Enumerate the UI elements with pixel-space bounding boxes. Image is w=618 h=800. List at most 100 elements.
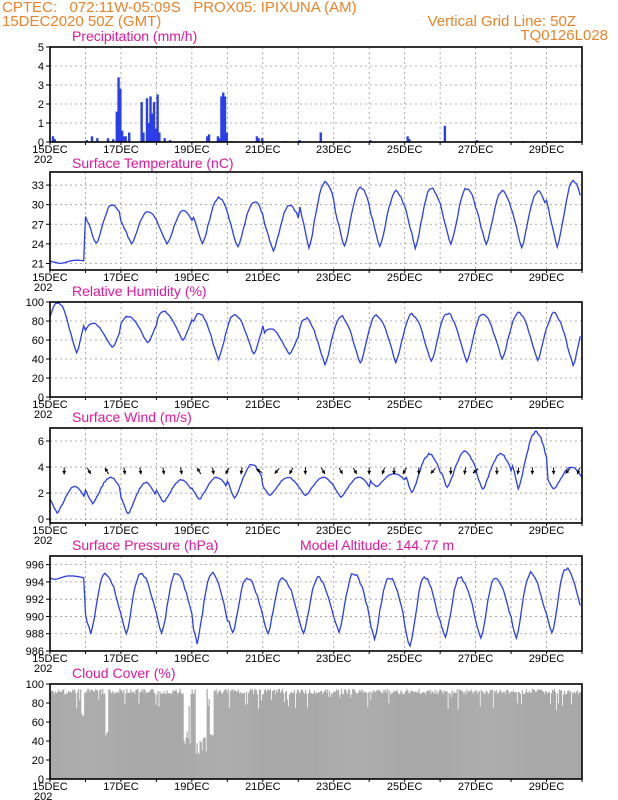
cloud-bar <box>510 691 512 779</box>
cloud-bar <box>498 692 500 779</box>
cloud-bar <box>532 689 535 779</box>
cloud-bar <box>203 737 205 779</box>
wind-arrowhead <box>494 470 499 475</box>
cloud-bar <box>187 738 189 779</box>
cloud-bar <box>325 689 327 779</box>
cloud-bar <box>489 689 491 779</box>
y-tick-label: 0 <box>38 514 44 526</box>
cloud-bar <box>465 694 467 779</box>
cloud-bar <box>178 691 180 779</box>
cloud-bar <box>450 697 452 779</box>
cloud-bar <box>438 691 440 779</box>
x-year-label: 202 <box>34 663 52 675</box>
cloud-bar <box>235 691 237 779</box>
cloud-bar <box>564 694 567 779</box>
cloud-bar <box>543 694 546 779</box>
cloud-bar <box>305 693 308 779</box>
y-tick-label: 996 <box>26 560 44 572</box>
cloud-bar <box>120 689 122 779</box>
cloud-bar <box>470 689 472 779</box>
cloud-bar <box>198 754 200 779</box>
x-date-label: 17DEC <box>103 653 139 665</box>
cloud-bar <box>217 691 219 779</box>
wind-arrowhead <box>416 470 421 475</box>
y-tick-label: 990 <box>26 611 44 623</box>
x-date-label: 19DEC <box>174 781 210 793</box>
x-date-label: 25DEC <box>387 144 423 156</box>
cloud-bar <box>445 691 447 779</box>
cloud-bar <box>412 690 414 779</box>
panel-title: Surface Wind (m/s) <box>72 409 192 425</box>
cloud-bar <box>294 708 297 779</box>
x-date-label: 15DEC <box>32 144 68 156</box>
cloud-bar <box>159 691 161 779</box>
cloud-bar <box>304 689 307 779</box>
cloud-bar <box>177 694 179 779</box>
x-date-label: 27DEC <box>458 781 494 793</box>
cloud-bar <box>413 692 415 779</box>
cloud-bar <box>60 691 62 779</box>
precip-bar <box>261 138 264 142</box>
cloud-bar <box>366 692 368 779</box>
cloud-bar <box>518 692 520 779</box>
cloud-bar <box>392 692 394 779</box>
cloud-bar <box>95 688 97 779</box>
precip-bar <box>406 136 409 142</box>
cloud-bar <box>137 688 139 779</box>
y-tick-label: 24 <box>32 239 44 251</box>
cloud-bar <box>519 693 521 779</box>
cloud-bar <box>182 693 184 779</box>
cloud-bar <box>197 752 199 779</box>
cloud-bar <box>377 691 379 779</box>
cloud-bar <box>125 693 127 779</box>
x-date-label: 15DEC <box>32 399 68 411</box>
cloud-bar <box>229 691 231 779</box>
wind-arrowhead <box>87 469 91 474</box>
y-tick-label: 20 <box>32 755 44 767</box>
x-date-label: 25DEC <box>387 525 423 537</box>
cloud-bar <box>524 692 526 779</box>
cloud-bar <box>276 692 279 779</box>
cloud-bar <box>112 691 114 779</box>
cloud-bar <box>319 691 321 779</box>
cloud-bar <box>391 693 393 779</box>
cloud-bar <box>215 689 217 779</box>
cloud-bar <box>132 692 134 779</box>
cloud-bar <box>193 693 195 779</box>
cloud-bar <box>527 692 529 779</box>
cloud-bar <box>175 689 177 779</box>
cloud-bar <box>91 689 93 779</box>
wind-arrowhead <box>472 469 477 474</box>
cloud-bar <box>298 693 301 779</box>
precip-bar <box>207 134 211 142</box>
series-line <box>49 179 581 265</box>
wind-arrowhead <box>430 469 435 474</box>
x-date-label: 25DEC <box>387 653 423 665</box>
cloud-bar <box>306 707 309 779</box>
cloud-bar <box>461 690 463 779</box>
cloud-bar <box>103 694 105 779</box>
cloud-bar <box>265 691 268 779</box>
cloud-bar <box>124 704 126 779</box>
x-date-label: 25DEC <box>387 781 423 793</box>
panel-frame <box>49 46 583 143</box>
cloud-bar <box>560 690 563 779</box>
cloud-bar <box>220 692 222 779</box>
cloud-bar <box>329 691 331 779</box>
cloud-bar <box>408 693 410 779</box>
cloud-bar <box>119 688 121 779</box>
wind-arrowhead <box>565 469 570 474</box>
x-date-label: 17DEC <box>103 781 139 793</box>
cloud-bar <box>135 690 137 779</box>
cloud-bar <box>230 690 232 779</box>
x-date-label: 19DEC <box>174 272 210 284</box>
y-tick-label: 3 <box>38 80 44 92</box>
cloud-bar <box>195 753 197 779</box>
cloud-bar <box>245 691 247 779</box>
cloud-bar <box>72 689 74 779</box>
cloud-bar <box>237 689 239 779</box>
cloud-bar <box>522 693 524 779</box>
cloud-bar <box>184 744 186 779</box>
cloud-bar <box>161 693 163 779</box>
cloud-bar <box>342 694 344 779</box>
